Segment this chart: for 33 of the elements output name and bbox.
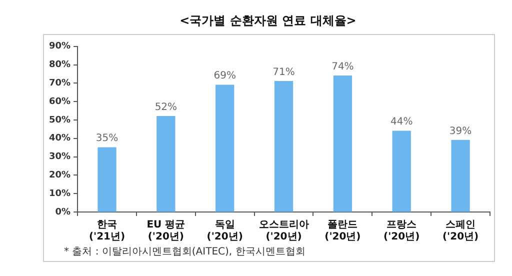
data-label: 52% [154,102,178,113]
x-tick-label: 프랑스 ('20년) [384,220,420,243]
y-tick-label: 90% [48,42,71,52]
bar [274,81,294,212]
y-tick-label: 40% [48,134,71,144]
data-label: 39% [449,126,472,137]
text: * 출처 : 이탈리아시멘트협회(AITEC), 한국시멘트협회 [64,246,306,258]
y-tick-label: 10% [48,188,71,199]
x-tick-label: 스페인 ('20년) [442,220,479,243]
x-tick-label: 오스트리아 ('20년) [258,220,309,243]
y-tick-label: 30% [48,152,71,162]
y-tick-label: 50% [48,115,71,126]
bar [156,116,176,212]
data-label: 44% [390,116,413,128]
x-tick-label: 독일 ('20년) [206,220,243,243]
y-tick-label: 60% [48,96,71,107]
chart-title: <국가별 순환자원 연료 대체율> [180,13,356,28]
x-tick-label: EU 평균 ('20년) [146,220,186,243]
data-label: 74% [332,61,354,72]
data-label: 69% [214,70,236,82]
x-tick-label: 한국 ('21년) [88,220,126,243]
data-label: 35% [96,133,118,144]
bar [333,76,352,212]
y-tick-label: 20% [48,170,71,181]
y-tick-label: 0% [55,207,71,218]
x-tick-label: 폴란드 ('20년) [324,220,361,243]
bar [216,84,234,212]
bar [392,130,411,212]
y-tick-label: 70% [48,78,71,89]
bar [98,147,116,212]
y-tick-label: 80% [48,60,71,70]
data-label: 71% [272,66,295,78]
bar [451,140,470,212]
